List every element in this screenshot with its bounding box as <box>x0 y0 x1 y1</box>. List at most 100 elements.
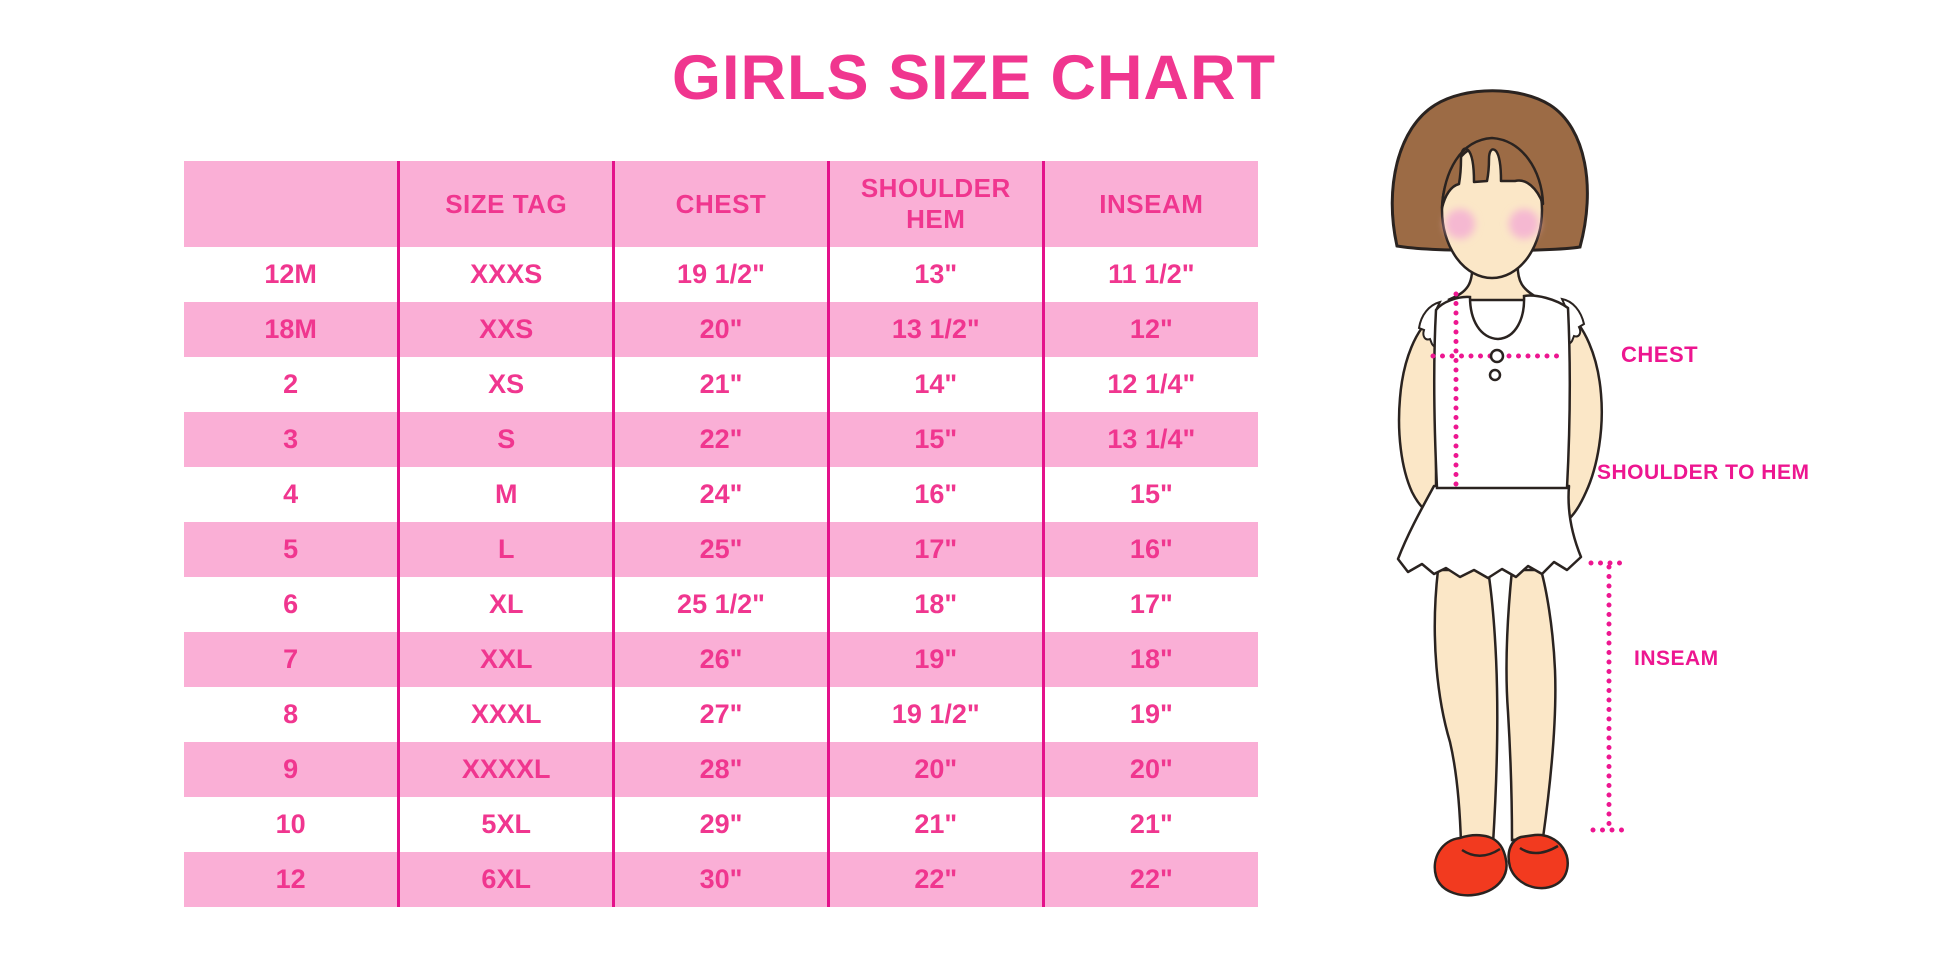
table-row: 2 XS 21" 14" 12 1/4" <box>184 357 1258 412</box>
value-cell: 30" <box>613 852 830 907</box>
table-row: 12 6XL 30" 22" 22" <box>184 852 1258 907</box>
value-cell: 13 1/2" <box>828 302 1045 357</box>
table-row: 3 S 22" 15" 13 1/4" <box>184 412 1258 467</box>
girl-top-button-2 <box>1488 368 1502 382</box>
size-cell: 12M <box>184 247 401 302</box>
value-cell: XXXS <box>398 247 616 302</box>
value-cell: 26" <box>613 632 830 687</box>
size-cell: 7 <box>184 632 401 687</box>
table-row: 12M XXXS 19 1/2" 13" 11 1/2" <box>184 247 1258 302</box>
girl-blush-left <box>1445 209 1475 239</box>
column-header: SHOULDER HEM <box>828 161 1045 247</box>
page-title: GIRLS SIZE CHART <box>671 43 1277 113</box>
column-header: SIZE TAG <box>398 161 616 247</box>
value-cell: 5XL <box>398 797 616 852</box>
value-cell: 12" <box>1043 302 1258 357</box>
value-cell: 17" <box>1129 589 1173 619</box>
girl-arm-right <box>1562 310 1604 524</box>
value-cell: XXXL <box>398 687 616 742</box>
value-cell: L <box>398 522 616 577</box>
value-cell: 18" <box>828 577 1045 632</box>
value-cell: 20" <box>613 302 830 357</box>
inseam-label: INSEAM <box>1634 647 1719 670</box>
value-cell: 12 1/4" <box>1107 369 1196 399</box>
girl-illustration <box>1390 89 1626 897</box>
value-cell: 17" <box>828 522 1045 577</box>
column-header: CHEST <box>613 161 830 247</box>
column-header: INSEAM <box>1043 161 1258 247</box>
value-cell: XXS <box>398 302 616 357</box>
value-cell: 19" <box>1129 699 1173 729</box>
value-cell: 11 1/2" <box>1108 259 1195 289</box>
size-table-body: 12M XXXS 19 1/2" 13" 11 1/2" 18M XXS 20" 13 1/2"… <box>184 247 1258 907</box>
value-cell: 19" <box>828 632 1045 687</box>
chest-label: CHEST <box>1621 342 1699 367</box>
table-row: 9 XXXXL 28" 20" 20" <box>184 742 1258 797</box>
value-cell: 25 1/2" <box>613 577 830 632</box>
value-cell: 13 1/4" <box>1043 412 1258 467</box>
girl-shoe-strap-left <box>1461 847 1501 857</box>
value-cell: 19 1/2" <box>828 687 1045 742</box>
value-cell: 22" <box>1043 852 1258 907</box>
value-cell: 22" <box>613 412 830 467</box>
girl-leg-right <box>1505 568 1557 842</box>
value-cell: 15" <box>1129 479 1173 509</box>
value-cell: 22" <box>828 852 1045 907</box>
value-cell: XXXXL <box>398 742 616 797</box>
value-cell: 13" <box>828 247 1045 302</box>
table-row: 6 XL 25 1/2" 18" 17" <box>184 577 1258 632</box>
value-cell: XXL <box>398 632 616 687</box>
girl-shoe-left <box>1433 833 1508 897</box>
girl-shoe-strap-right <box>1519 844 1559 855</box>
value-cell: 20" <box>828 742 1045 797</box>
value-cell: S <box>398 412 616 467</box>
value-cell: XS <box>398 357 616 412</box>
value-cell: M <box>398 467 616 522</box>
column-header <box>184 161 401 247</box>
value-cell: 29" <box>613 797 830 852</box>
table-row: 7 XXL 26" 19" 18" <box>184 632 1258 687</box>
value-cell: 25" <box>613 522 830 577</box>
header-row: SIZE TAG CHEST SHOULDER HEM INSEAM <box>184 161 1258 247</box>
shoulder-to-hem-label: SHOULDER TO HEM <box>1597 461 1810 484</box>
value-cell: XL <box>398 577 616 632</box>
size-cell: 3 <box>184 412 401 467</box>
value-cell: 16" <box>828 467 1045 522</box>
girl-top <box>1432 294 1572 490</box>
size-cell: 2 <box>184 357 401 412</box>
size-cell: 8 <box>184 687 401 742</box>
girl-top-button-1 <box>1489 348 1505 364</box>
girl-shoe-right <box>1507 833 1569 890</box>
value-cell: 21" <box>613 357 830 412</box>
size-table: SIZE TAG CHEST SHOULDER HEM INSEAM 12M XXXS 1… <box>184 161 1258 907</box>
size-cell: 6 <box>184 577 401 632</box>
value-cell: 27" <box>613 687 830 742</box>
size-cell: 18M <box>184 302 401 357</box>
girl-skirt <box>1396 484 1583 580</box>
size-cell: 10 <box>184 797 401 852</box>
value-cell: 24" <box>613 467 830 522</box>
value-cell: 21" <box>1129 809 1173 839</box>
value-cell: 15" <box>828 412 1045 467</box>
size-cell: 5 <box>184 522 401 577</box>
value-cell: 16" <box>1043 522 1258 577</box>
size-cell: 12 <box>184 852 401 907</box>
table-row: 10 5XL 29" 21" 21" <box>184 797 1258 852</box>
value-cell: 6XL <box>398 852 616 907</box>
table-row: 5 L 25" 17" 16" <box>184 522 1258 577</box>
girl-arm-left <box>1397 314 1438 516</box>
value-cell: 21" <box>828 797 1045 852</box>
size-table-header: SIZE TAG CHEST SHOULDER HEM INSEAM <box>184 161 1258 247</box>
size-cell: 9 <box>184 742 401 797</box>
table-row: 18M XXS 20" 13 1/2" 12" <box>184 302 1258 357</box>
size-cell: 4 <box>184 467 401 522</box>
value-cell: 19 1/2" <box>613 247 830 302</box>
value-cell: 28" <box>613 742 830 797</box>
girl-leg-left <box>1433 568 1499 846</box>
value-cell: 14" <box>828 357 1045 412</box>
table-row: 8 XXXL 27" 19 1/2" 19" <box>184 687 1258 742</box>
girl-bangs <box>1440 136 1545 210</box>
table-row: 4 M 24" 16" 15" <box>184 467 1258 522</box>
value-cell: 18" <box>1043 632 1258 687</box>
